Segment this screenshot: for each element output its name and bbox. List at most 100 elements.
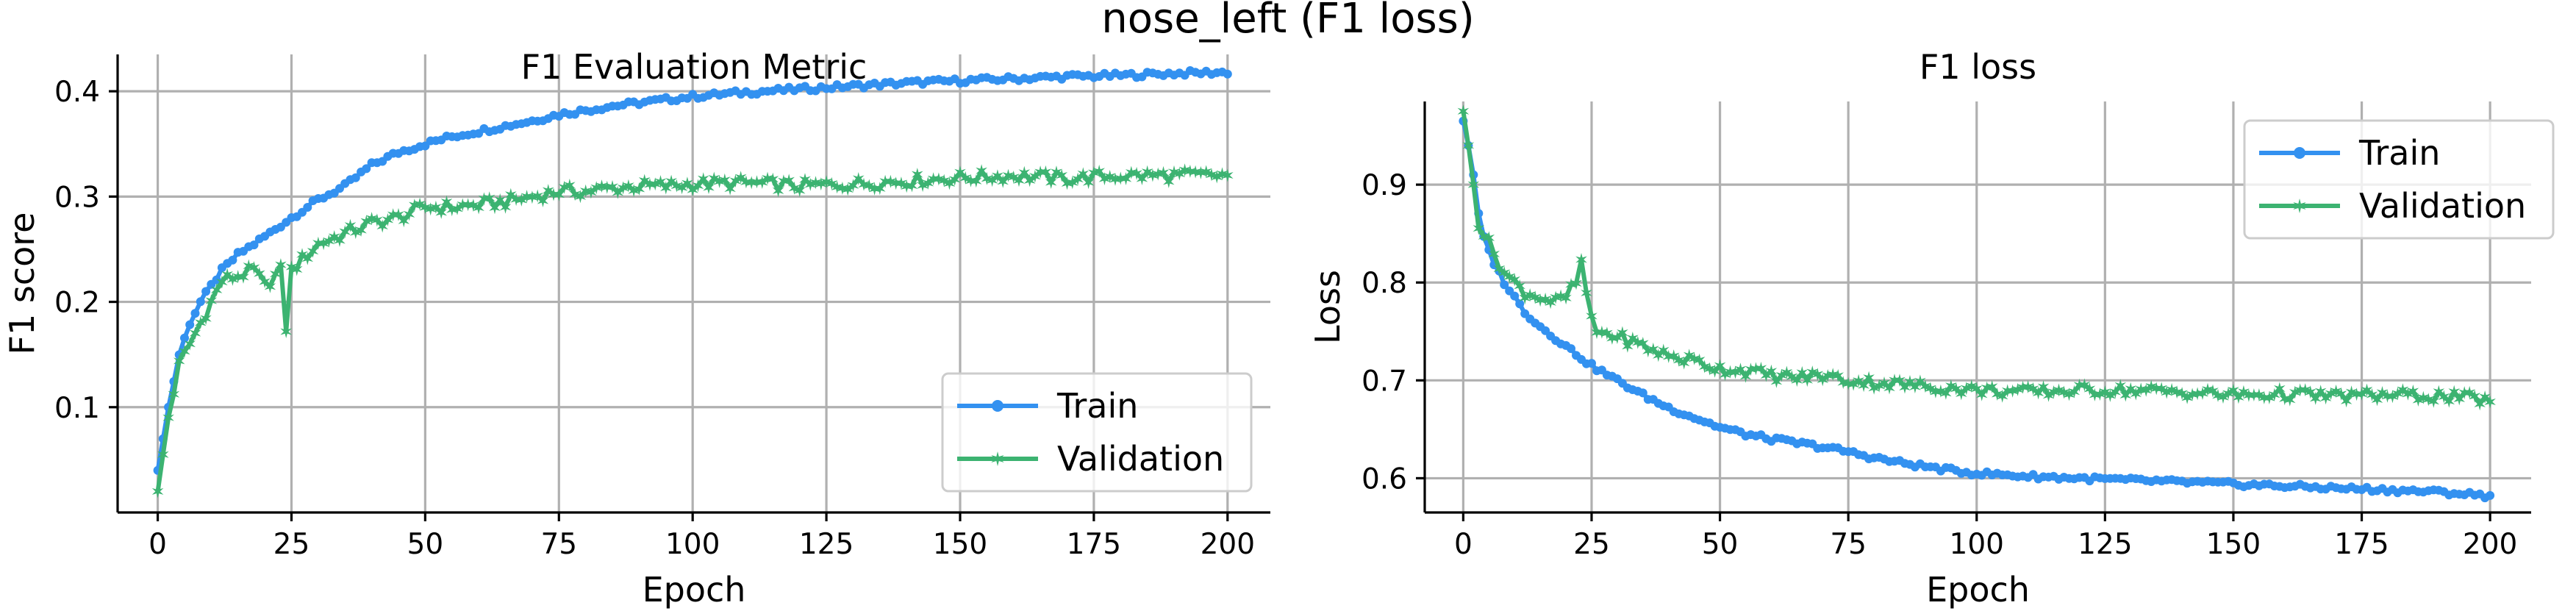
data-point	[1678, 356, 1690, 370]
data-point	[296, 248, 308, 262]
data-point	[221, 268, 233, 282]
data-point	[644, 178, 656, 191]
data-point	[756, 176, 768, 189]
data-point	[1539, 292, 1551, 306]
data-point	[2433, 385, 2445, 399]
data-point	[2345, 385, 2358, 399]
data-point	[1925, 382, 1936, 396]
data-point	[1894, 374, 1906, 387]
data-point	[2094, 387, 2106, 401]
data-point	[228, 255, 237, 265]
data-point	[1662, 349, 1675, 363]
data-point	[2335, 387, 2347, 401]
data-point	[1056, 168, 1067, 182]
data-point	[740, 175, 752, 189]
data-point	[1555, 289, 1567, 303]
x-tick-label: 75	[540, 528, 577, 561]
data-point	[1126, 165, 1137, 179]
data-point	[1072, 172, 1084, 186]
data-point	[1709, 364, 1721, 378]
data-point	[1077, 167, 1090, 181]
data-point	[933, 172, 945, 186]
data-point	[1658, 343, 1670, 357]
data-point	[355, 224, 367, 237]
data-point	[451, 201, 463, 215]
data-point	[1703, 362, 1716, 376]
legend-marker-train	[992, 400, 1003, 412]
data-point	[2355, 387, 2368, 401]
data-point	[847, 179, 859, 193]
data-point	[804, 177, 816, 191]
data-point	[1765, 364, 1778, 378]
x-tick-label: 50	[1702, 528, 1739, 561]
data-point	[494, 193, 506, 207]
data-point	[1961, 382, 1972, 396]
data-point	[1223, 69, 1232, 79]
data-point	[1586, 309, 1598, 323]
data-point	[254, 267, 265, 281]
data-point	[697, 172, 709, 186]
data-point	[151, 485, 164, 499]
data-point	[676, 181, 688, 195]
data-point	[1858, 379, 1870, 393]
grid-f1-loss	[1425, 101, 2531, 512]
data-point	[2412, 393, 2425, 407]
data-point	[1045, 176, 1057, 189]
axes-f1-loss	[1423, 101, 2531, 514]
data-point	[1693, 353, 1706, 367]
series-markers-train	[153, 66, 1232, 475]
data-point	[212, 275, 221, 285]
data-point	[649, 177, 661, 191]
series-markers-validation	[1457, 104, 2496, 411]
data-point	[2325, 387, 2337, 401]
data-point	[912, 168, 923, 182]
data-point	[1051, 165, 1062, 179]
data-point	[328, 230, 340, 243]
data-point	[168, 387, 180, 401]
data-point	[2192, 387, 2203, 401]
data-point	[200, 312, 212, 326]
data-point	[1147, 168, 1159, 182]
data-point	[2381, 389, 2394, 403]
data-point	[2238, 385, 2250, 399]
legend-marker-validation	[991, 451, 1004, 466]
data-point	[719, 173, 731, 187]
data-point	[312, 236, 324, 250]
legend-f1-loss: Train Validation	[2243, 119, 2555, 240]
data-point	[1853, 374, 1864, 387]
data-point	[1791, 374, 1803, 387]
data-point	[157, 448, 169, 462]
data-point	[1611, 331, 1623, 344]
data-point	[1632, 335, 1644, 349]
data-point	[382, 212, 394, 226]
data-point	[1914, 374, 1926, 388]
data-point	[318, 237, 329, 251]
data-point	[1467, 178, 1480, 192]
data-point	[398, 214, 410, 228]
data-point	[2145, 379, 2157, 393]
data-point	[510, 193, 522, 207]
data-point	[2309, 391, 2322, 405]
data-point	[943, 176, 956, 190]
data-point	[446, 203, 458, 217]
data-point	[665, 174, 677, 188]
data-point	[344, 218, 357, 232]
data-point	[478, 192, 490, 206]
data-point	[2397, 383, 2409, 397]
data-point	[1940, 386, 1952, 400]
data-point	[232, 270, 244, 284]
data-point	[1510, 291, 1520, 301]
y-axis-label-f1-metric: F1 score	[2, 212, 42, 355]
data-point	[1462, 138, 1475, 152]
data-point	[1811, 368, 1824, 382]
data-point	[1560, 291, 1572, 305]
data-point	[874, 182, 886, 196]
data-point	[1002, 168, 1015, 182]
data-point	[1587, 359, 1596, 368]
data-point	[2228, 383, 2239, 397]
data-point	[1920, 379, 1931, 393]
data-point	[334, 234, 346, 247]
data-point	[162, 411, 174, 425]
y-tick-label: 0.8	[1362, 267, 1407, 300]
